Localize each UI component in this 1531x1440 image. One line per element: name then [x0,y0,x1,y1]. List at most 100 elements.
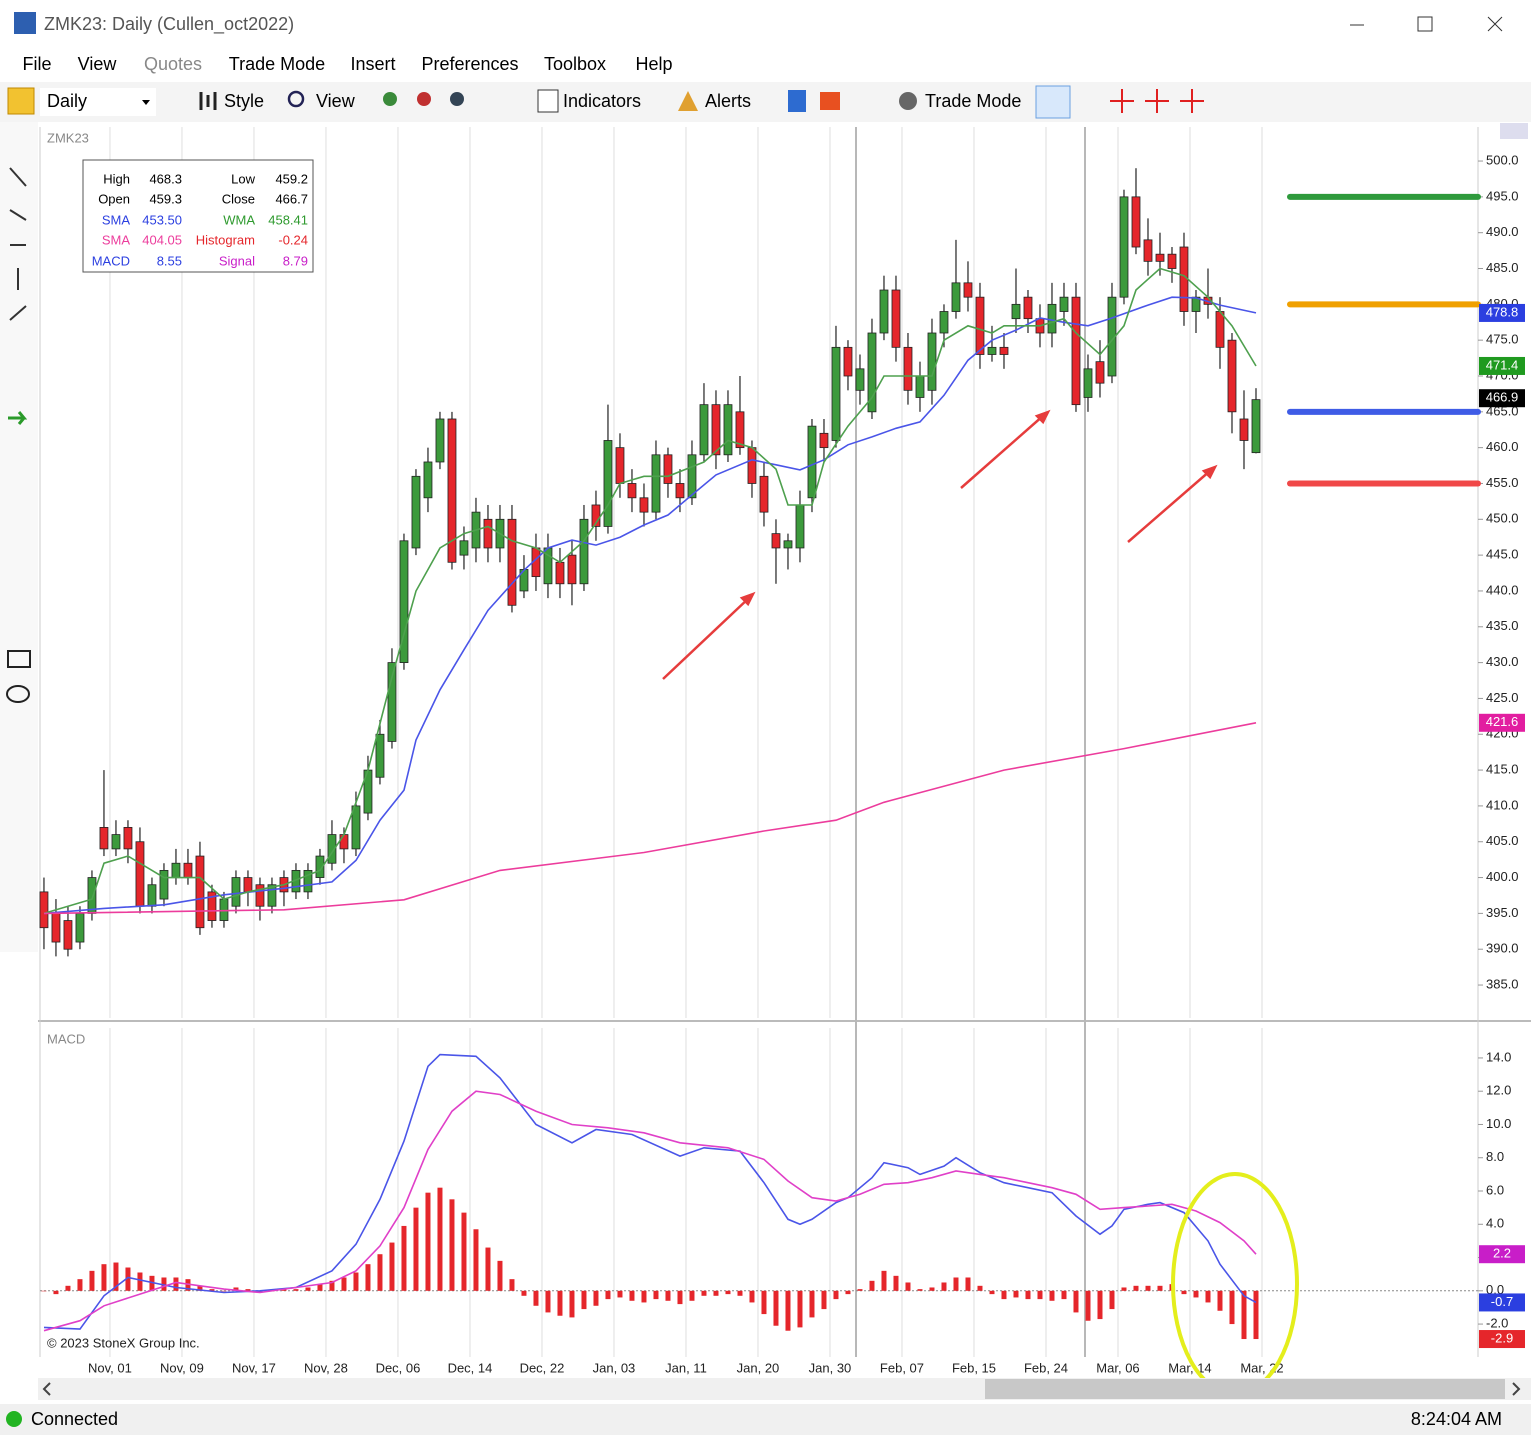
histogram-bar [293,1289,299,1291]
histogram-bar [1121,1287,1127,1291]
histogram-bar [497,1260,503,1291]
candle-body [903,346,913,391]
info-label: Close [222,191,255,206]
candle-body [675,483,685,499]
histogram-bar [413,1207,419,1291]
tool-icon[interactable] [788,90,806,112]
candle-body [603,440,613,527]
toolbar-button[interactable]: Alerts [705,91,751,111]
menu-item[interactable]: File [22,54,51,74]
maximize-button[interactable] [1417,16,1433,32]
info-label: SMA [102,232,131,247]
indicator-line [43,1053,1257,1330]
menu-item[interactable]: Toolbox [544,54,606,74]
candle-body [123,827,133,850]
histogram-bar [461,1212,467,1291]
toolbar-button[interactable]: View [316,91,356,111]
histogram-bar [521,1290,527,1296]
value-tag-label: -2.9 [1491,1330,1513,1345]
histogram-bar [473,1229,479,1291]
menu-item[interactable]: Help [635,54,672,74]
scrollbar-thumb[interactable] [985,1379,1505,1399]
info-value: 458.41 [268,212,308,227]
candle-body [867,332,877,413]
close-button[interactable] [1487,16,1503,32]
histogram-bar [101,1264,107,1291]
y-tick-label: 405.0 [1486,833,1519,848]
candle-body [339,834,349,850]
candle-body [759,475,769,513]
toolbar-button[interactable]: Style [224,91,264,111]
scroll-arrows[interactable] [42,1382,1521,1396]
zoom-out-icon[interactable] [417,92,431,106]
candle-body [231,877,241,907]
histogram-bar [689,1290,695,1301]
toolbar-button[interactable]: Daily [47,91,87,111]
zoom-in-icon[interactable] [383,92,397,106]
drawing-tools[interactable] [9,167,27,321]
menu-item[interactable]: Insert [350,54,395,74]
window-title: ZMK23: Daily (Cullen_oct2022) [44,14,294,35]
candle-body [1071,296,1081,406]
histogram-bar [1181,1290,1187,1295]
histogram-bar [485,1247,491,1291]
info-value: 8.55 [157,253,182,268]
dropdown-arrow [142,100,150,105]
candle-body [267,884,277,907]
crosshair-tools[interactable] [1110,89,1204,113]
clock: 8:24:04 AM [1411,1409,1502,1429]
indicators-icon[interactable] [537,89,559,113]
arrow-tool[interactable] [8,411,28,425]
menu-item[interactable]: View [78,54,118,74]
y-tick-label: 485.0 [1486,260,1519,275]
menu-item[interactable]: Trade Mode [229,54,325,74]
histogram-bar [545,1290,551,1313]
info-value: 453.50 [142,212,182,227]
x-tick-label: Nov, 01 [88,1360,132,1375]
x-tick-label: Feb, 24 [1024,1360,1068,1375]
collapse-button[interactable] [1500,123,1528,139]
pointer-tool[interactable] [1035,85,1071,119]
histogram-bar [1061,1290,1067,1300]
histogram-bar [317,1284,323,1291]
candle-body [1143,239,1153,262]
value-tag-label: 421.6 [1486,714,1519,729]
candle-body [315,855,325,878]
value-tag-label: 478.8 [1486,304,1519,319]
tool-icon[interactable] [820,92,840,110]
candle-body [579,518,589,585]
menu-item[interactable]: Preferences [421,54,518,74]
menu-item[interactable]: Quotes [144,54,202,74]
candle-body [243,877,253,893]
indicator-line [43,267,1257,915]
trade-mode-icon[interactable] [899,92,917,110]
view-icon[interactable] [287,90,305,108]
histogram-bar [77,1279,83,1291]
interval-select[interactable] [40,88,156,116]
candle-body [951,282,961,312]
y-tick-label: 495.0 [1486,188,1519,203]
histogram-bar [737,1290,743,1296]
rectangle-tool[interactable] [7,650,31,668]
toolbar-button[interactable]: Indicators [563,91,641,111]
histogram-bar [761,1290,767,1315]
toolbar-button[interactable]: Trade Mode [925,91,1021,111]
histogram-bar [869,1280,875,1291]
histogram-bar [149,1275,155,1291]
ellipse-tool[interactable] [6,685,30,703]
value-tag [1479,1293,1525,1312]
alerts-icon[interactable] [678,91,698,111]
zoom-icon[interactable] [450,92,464,106]
candle-body [963,282,973,298]
y-tick-label: -2.0 [1486,1316,1508,1331]
interval-icon[interactable] [7,87,35,115]
value-tag-label: 471.4 [1486,357,1519,372]
style-icon[interactable] [199,92,217,110]
value-tag-label: 2.2 [1493,1246,1511,1261]
candle-body [1215,311,1225,348]
x-tick-label: Jan, 30 [809,1360,852,1375]
histogram-bar [437,1187,443,1291]
candle-body [567,554,577,585]
candle-body [399,540,409,664]
